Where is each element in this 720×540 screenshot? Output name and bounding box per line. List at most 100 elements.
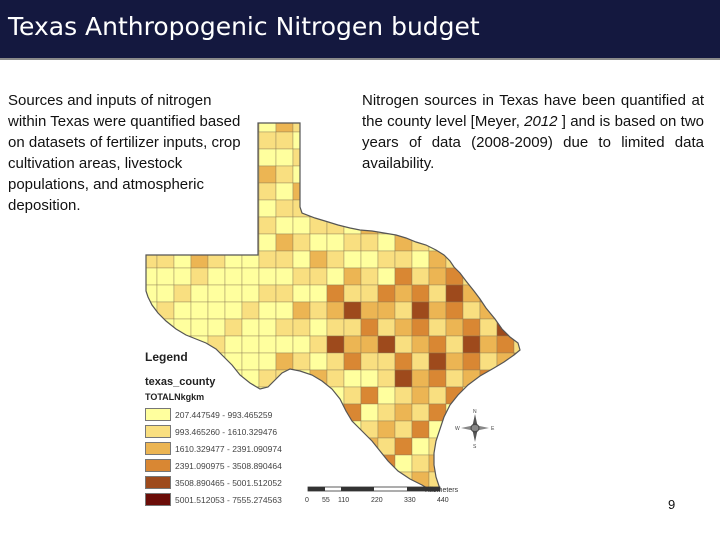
county-polygon [258, 199, 277, 218]
county-polygon [146, 301, 158, 320]
county-polygon [360, 369, 379, 388]
county-polygon [173, 267, 192, 286]
county-polygon [531, 370, 540, 387]
county-polygon [360, 301, 379, 320]
county-polygon [496, 318, 515, 337]
county-polygon [411, 454, 430, 473]
legend-class-row: 5001.512053 - 7555.274563 [145, 491, 305, 508]
county-polygon [343, 123, 362, 133]
county-polygon [156, 182, 175, 201]
county-polygon [241, 148, 260, 167]
county-polygon [411, 369, 430, 388]
county-polygon [428, 284, 447, 303]
county-polygon [326, 352, 345, 371]
county-polygon [462, 250, 481, 269]
county-polygon [445, 454, 464, 473]
county-polygon [360, 403, 379, 422]
county-polygon [326, 199, 345, 218]
county-polygon [309, 182, 328, 201]
legend-field-name: TOTALNkgkm [145, 392, 205, 402]
county-polygon [479, 335, 498, 354]
county-polygon [445, 369, 464, 388]
county-polygon [173, 250, 192, 269]
county-polygon [309, 267, 328, 286]
county-polygon [190, 165, 209, 184]
county-polygon [377, 352, 396, 371]
county-polygon [360, 182, 379, 201]
county-polygon [462, 267, 481, 286]
county-polygon [309, 131, 328, 150]
county-polygon [496, 148, 515, 167]
county-polygon [411, 420, 430, 439]
legend-class-label: 5001.512053 - 7555.274563 [175, 494, 282, 505]
right-text-after: ] and is based on two years of data (200… [362, 113, 704, 172]
county-polygon [207, 165, 226, 184]
county-polygon [360, 420, 379, 439]
county-polygon [258, 131, 277, 150]
county-polygon [146, 131, 158, 150]
county-polygon [156, 199, 175, 218]
county-polygon [394, 233, 413, 252]
county-polygon [496, 369, 515, 388]
county-polygon [173, 284, 192, 303]
county-polygon [360, 250, 379, 269]
county-polygon [377, 454, 396, 473]
county-polygon [513, 488, 520, 491]
county-polygon [207, 123, 226, 133]
county-polygon [326, 250, 345, 269]
county-polygon [292, 267, 311, 286]
county-polygon [531, 404, 540, 421]
compass-e: E [491, 426, 495, 432]
county-polygon [275, 182, 294, 201]
county-polygon [377, 267, 396, 286]
county-polygon [445, 182, 464, 201]
county-polygon [241, 267, 260, 286]
map-legend: Legend texas_county TOTALNkgkm 207.44754… [145, 350, 305, 508]
county-polygon [428, 318, 447, 337]
county-polygon [377, 301, 396, 320]
county-polygon [190, 301, 209, 320]
county-polygon [224, 284, 243, 303]
county-polygon [479, 284, 498, 303]
county-polygon [309, 199, 328, 218]
county-polygon [445, 386, 464, 405]
county-polygon [326, 301, 345, 320]
legend-swatch [145, 425, 171, 438]
compass-s: S [473, 444, 477, 448]
county-polygon [326, 233, 345, 252]
county-polygon [462, 454, 481, 473]
county-polygon [479, 471, 498, 490]
county-polygon [394, 352, 413, 371]
county-polygon [309, 437, 328, 456]
county-polygon [394, 403, 413, 422]
county-polygon [445, 267, 464, 286]
county-polygon [394, 123, 413, 133]
county-polygon [394, 386, 413, 405]
county-polygon [531, 438, 540, 455]
county-polygon [258, 284, 277, 303]
citation-year: 2012 [524, 113, 558, 130]
county-polygon [479, 488, 498, 491]
county-polygon [428, 335, 447, 354]
legend-title: Legend [145, 350, 188, 364]
county-polygon [309, 301, 328, 320]
county-polygon [241, 123, 260, 133]
county-polygon [275, 131, 294, 150]
county-polygon [377, 420, 396, 439]
county-polygon [309, 454, 328, 473]
county-polygon [326, 318, 345, 337]
county-polygon [360, 386, 379, 405]
county-polygon [190, 216, 209, 235]
county-polygon [377, 403, 396, 422]
county-polygon [207, 267, 226, 286]
legend-class-label: 3508.890465 - 5001.512052 [175, 477, 282, 488]
county-polygon [531, 319, 540, 336]
county-polygon [360, 233, 379, 252]
scale-unit: Kilometers [425, 487, 459, 494]
county-polygon [326, 335, 345, 354]
page-number: 9 [668, 497, 676, 512]
county-polygon [377, 233, 396, 252]
county-polygon [224, 123, 243, 133]
county-polygon [292, 131, 311, 150]
county-polygon [326, 123, 345, 133]
